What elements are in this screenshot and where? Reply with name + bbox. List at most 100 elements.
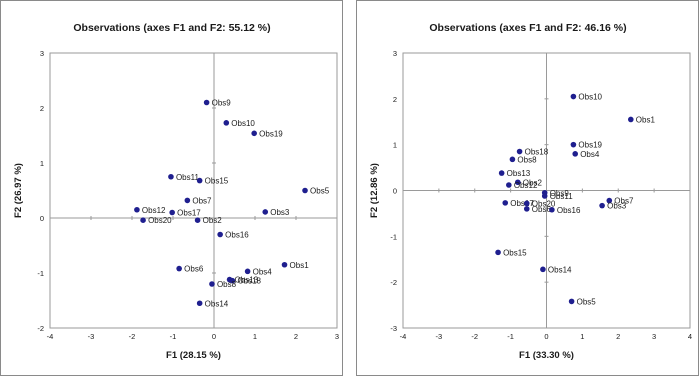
x-tick-label: -2 [471, 332, 478, 341]
y-tick-label: -2 [390, 278, 397, 287]
data-point-obs18 [229, 277, 236, 284]
y-tick-label: -2 [37, 324, 44, 333]
x-tick-label: -4 [47, 332, 54, 341]
point-label-obs17: Obs17 [510, 199, 534, 208]
y-tick-label: -3 [390, 324, 397, 333]
point-label-obs4: Obs4 [580, 150, 600, 159]
chart-panel-right: Observations (axes F1 and F2: 46.16 %) -4… [356, 0, 699, 376]
data-point-obs3 [262, 209, 269, 215]
point-label-obs7: Obs7 [614, 197, 634, 206]
x-tick-label: 4 [688, 332, 692, 341]
data-point-obs15 [495, 249, 501, 256]
data-point-obs11 [168, 173, 174, 180]
data-point-obs16 [549, 206, 555, 213]
point-label-obs13: Obs13 [507, 169, 531, 178]
point-label-obs4: Obs4 [253, 267, 273, 276]
y-axis-label: F2 (12.86 %) [369, 163, 380, 218]
data-point-obs10 [223, 120, 230, 126]
plot-frame [49, 52, 338, 329]
data-point-obs3 [599, 202, 605, 209]
point-label-obs8: Obs8 [217, 280, 237, 289]
point-label-obs10: Obs10 [578, 93, 602, 102]
data-point-obs17 [502, 200, 509, 206]
x-tick-label: -2 [129, 332, 136, 341]
data-point-obs18 [516, 148, 523, 155]
y-tick-label: 2 [40, 104, 44, 113]
x-tick-label: 3 [335, 332, 339, 341]
point-label-obs2: Obs2 [523, 178, 543, 187]
x-tick-label: -3 [436, 332, 443, 341]
chart-panel-left: Observations (axes F1 and F2: 55.12 %) -4… [0, 0, 343, 376]
data-point-obs1 [628, 116, 634, 123]
x-tick-label: 0 [544, 332, 548, 341]
data-point-obs6 [523, 206, 530, 212]
point-label-obs13: Obs13 [235, 276, 259, 285]
point-label-obs12: Obs12 [142, 206, 166, 215]
y-tick-label: 1 [40, 159, 44, 168]
x-tick-label: 2 [616, 332, 620, 341]
point-label-obs6: Obs6 [532, 205, 552, 214]
data-point-obs12 [506, 182, 512, 188]
y-tick-label: 1 [393, 141, 397, 150]
data-point-obs20 [140, 217, 146, 223]
data-point-obs17 [169, 209, 175, 216]
data-point-obs6 [176, 265, 182, 272]
data-point-obs4 [244, 268, 251, 275]
point-label-obs1: Obs1 [636, 115, 656, 124]
x-tick-label: -3 [88, 332, 95, 341]
y-tick-label: -1 [37, 269, 44, 278]
point-label-obs5: Obs5 [577, 297, 597, 306]
data-point-obs8 [509, 156, 516, 163]
y-tick-label: 0 [393, 187, 397, 196]
point-label-obs9: Obs9 [212, 99, 232, 108]
data-point-obs10 [570, 93, 577, 100]
data-point-obs14 [196, 300, 203, 307]
data-point-obs14 [540, 266, 546, 273]
data-point-obs11 [541, 193, 548, 199]
data-point-obs7 [184, 197, 191, 204]
point-label-obs19: Obs19 [259, 129, 283, 138]
point-label-obs16: Obs16 [557, 206, 581, 215]
point-label-obs2: Obs2 [203, 216, 223, 225]
point-label-obs3: Obs3 [607, 202, 627, 211]
y-tick-label: 0 [40, 214, 44, 223]
y-tick-label: -1 [390, 232, 397, 241]
x-tick-label: -1 [507, 332, 514, 341]
data-point-obs9 [203, 99, 210, 106]
point-label-obs6: Obs6 [184, 265, 204, 274]
data-point-obs15 [196, 177, 203, 184]
point-label-obs12: Obs12 [514, 181, 538, 190]
point-label-obs19: Obs19 [578, 141, 602, 150]
y-tick-label: 3 [393, 49, 397, 58]
y-axis-label: F2 (26.97 %) [13, 163, 24, 218]
x-tick-label: 3 [652, 332, 656, 341]
point-label-obs14: Obs14 [548, 265, 572, 274]
point-label-obs14: Obs14 [205, 299, 229, 308]
point-label-obs11: Obs11 [550, 192, 574, 201]
point-label-obs20: Obs20 [532, 199, 556, 208]
chart-title: Observations (axes F1 and F2: 55.12 %) [73, 22, 270, 34]
x-tick-label: 2 [294, 332, 298, 341]
point-label-obs17: Obs17 [177, 209, 201, 218]
data-point-obs12 [134, 206, 140, 213]
scatter-chart-right: Observations (axes F1 and F2: 46.16 %) -4… [369, 22, 692, 361]
data-point-obs20 [523, 200, 530, 207]
point-label-obs16: Obs16 [225, 231, 249, 240]
point-label-obs8: Obs8 [517, 155, 537, 164]
point-label-obs3: Obs3 [270, 208, 290, 217]
data-point-obs19 [570, 141, 577, 148]
x-tick-label: -4 [400, 332, 407, 341]
data-point-obs1 [281, 261, 288, 268]
data-point-obs16 [217, 231, 223, 238]
data-point-obs8 [209, 281, 215, 287]
x-tick-label: 1 [580, 332, 584, 341]
point-label-obs5: Obs5 [310, 187, 330, 196]
point-label-obs20: Obs20 [148, 216, 172, 225]
data-point-obs4 [572, 151, 578, 157]
x-axis-label: F1 (33.30 %) [519, 350, 574, 361]
data-point-obs13 [498, 170, 505, 176]
data-point-obs2 [194, 217, 201, 223]
point-label-obs18: Obs18 [525, 148, 549, 157]
data-point-obs5 [568, 298, 575, 305]
x-tick-label: 0 [212, 332, 216, 341]
